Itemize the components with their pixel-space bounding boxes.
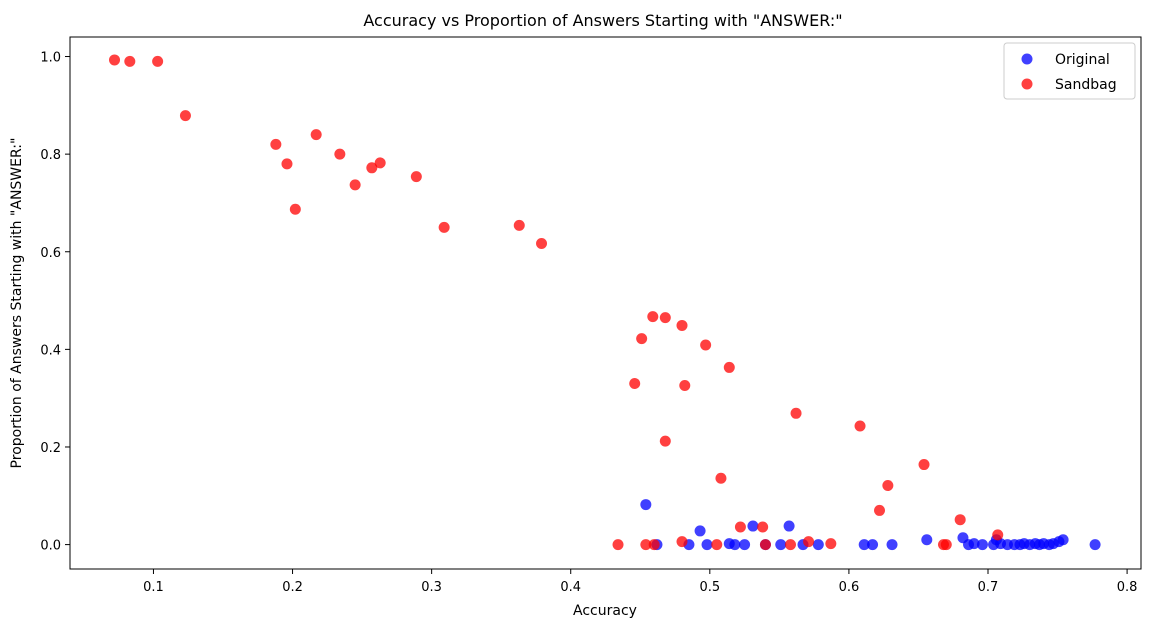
point-sandbag-20	[647, 311, 659, 323]
point-sandbag-29	[715, 472, 727, 484]
y-axis: 0.0 0.2 0.4 0.6 0.8 1.0	[40, 51, 70, 554]
point-sandbag-11	[374, 157, 386, 169]
point-original-10	[775, 539, 787, 551]
point-sandbag-34	[784, 539, 796, 551]
x-tick-label-1: 0.2	[282, 580, 303, 595]
point-sandbag-36	[803, 536, 815, 548]
point-sandbag-40	[882, 480, 894, 492]
point-sandbag-3	[179, 110, 191, 122]
point-sandbag-33	[759, 539, 771, 551]
point-original-8	[747, 520, 759, 532]
point-sandbag-45	[992, 529, 1004, 541]
point-sandbag-31	[734, 521, 746, 533]
point-sandbag-8	[334, 148, 346, 160]
point-original-14	[858, 539, 870, 551]
chart-title: Accuracy vs Proportion of Answers Starti…	[363, 11, 842, 30]
point-sandbag-16	[612, 539, 624, 551]
point-original-37	[1089, 539, 1101, 551]
point-sandbag-10	[366, 162, 378, 174]
x-tick-label-7: 0.8	[1117, 580, 1138, 595]
legend-label-sandbag: Sandbag	[1055, 77, 1117, 93]
x-tick-label-6: 0.7	[978, 580, 999, 595]
point-sandbag-25	[676, 536, 688, 548]
point-original-15	[867, 539, 879, 551]
point-original-4	[701, 539, 713, 551]
point-sandbag-18	[636, 333, 648, 345]
point-original-17	[921, 534, 933, 546]
point-sandbag-9	[349, 179, 361, 191]
point-original-7	[739, 539, 751, 551]
point-original-20	[968, 538, 980, 550]
point-sandbag-21	[648, 539, 660, 551]
point-sandbag-1	[124, 55, 136, 67]
point-sandbag-30	[723, 361, 735, 373]
point-sandbag-43	[940, 539, 952, 551]
point-sandbag-19	[640, 539, 652, 551]
x-tick-label-3: 0.4	[560, 580, 581, 595]
y-tick-label-2: 0.4	[40, 343, 61, 358]
x-tick-label-0: 0.1	[143, 580, 164, 595]
point-original-6	[729, 539, 741, 551]
point-sandbag-41	[918, 459, 930, 471]
y-axis-label: Proportion of Answers Starting with "ANS…	[9, 138, 25, 469]
point-sandbag-39	[874, 504, 886, 516]
point-original-16	[886, 539, 898, 551]
point-sandbag-17	[629, 378, 641, 390]
point-sandbag-7	[310, 129, 322, 141]
point-sandbag-14	[513, 219, 525, 231]
y-tick-label-0: 0.0	[40, 539, 61, 554]
point-sandbag-22	[659, 312, 671, 324]
point-sandbag-27	[700, 339, 712, 351]
point-sandbag-6	[289, 203, 301, 215]
point-original-36	[1057, 534, 1069, 546]
point-sandbag-0	[109, 54, 121, 66]
point-sandbag-26	[679, 379, 691, 391]
data-points	[109, 54, 1101, 551]
y-tick-label-3: 0.6	[40, 246, 61, 261]
x-tick-label-2: 0.3	[421, 580, 442, 595]
point-sandbag-12	[410, 171, 422, 183]
legend-marker-sandbag	[1021, 78, 1033, 90]
point-original-13	[812, 539, 824, 551]
point-sandbag-4	[270, 138, 282, 150]
legend-label-original: Original	[1055, 52, 1110, 68]
point-sandbag-24	[676, 319, 688, 331]
point-sandbag-32	[757, 521, 769, 533]
x-tick-label-4: 0.5	[699, 580, 720, 595]
point-original-0	[640, 499, 652, 511]
point-sandbag-15	[536, 237, 548, 249]
point-sandbag-5	[281, 158, 293, 170]
plot-area	[69, 36, 1142, 570]
point-sandbag-13	[438, 221, 450, 233]
point-sandbag-23	[659, 435, 671, 447]
x-axis-label: Accuracy	[573, 603, 637, 619]
point-original-21	[976, 539, 988, 551]
x-axis: 0.1 0.2 0.3 0.4 0.5 0.6 0.7 0.8	[143, 569, 1137, 595]
point-sandbag-44	[954, 514, 966, 526]
point-sandbag-38	[854, 420, 866, 432]
legend-marker-original	[1021, 53, 1033, 65]
y-tick-label-5: 1.0	[40, 51, 61, 66]
point-sandbag-35	[790, 407, 802, 419]
x-tick-label-5: 0.6	[839, 580, 860, 595]
legend-box	[1003, 42, 1136, 100]
point-sandbag-37	[825, 538, 837, 550]
point-sandbag-2	[152, 55, 164, 67]
y-tick-label-1: 0.2	[40, 441, 61, 456]
point-sandbag-28	[711, 539, 723, 551]
y-tick-label-4: 0.8	[40, 148, 61, 163]
point-original-3	[694, 525, 706, 537]
legend: Original Sandbag	[1003, 42, 1136, 100]
point-original-11	[783, 520, 795, 532]
